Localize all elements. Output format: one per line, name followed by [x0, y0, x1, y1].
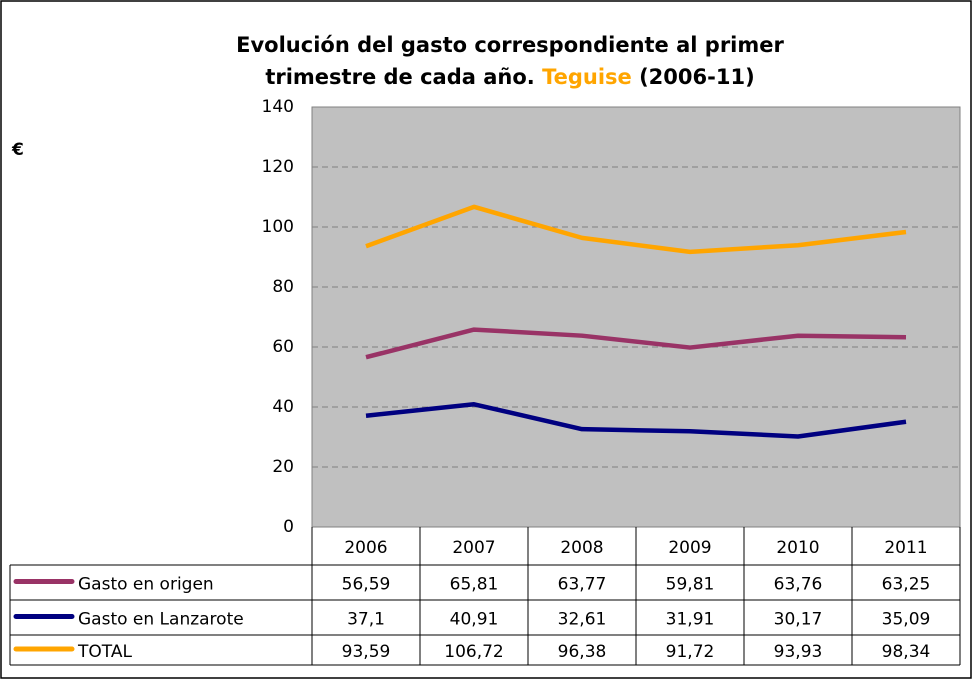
chart-title-highlight: Teguise	[542, 65, 632, 89]
y-tick-label: 140	[262, 97, 294, 117]
x-tick-label: 2010	[776, 538, 819, 558]
plot-area	[311, 106, 961, 528]
table-value: 93,59	[342, 642, 391, 662]
table-value: 37,1	[347, 610, 385, 630]
x-tick-label: 2011	[884, 538, 927, 558]
x-tick-label: 2006	[344, 538, 387, 558]
table-value: 65,81	[450, 575, 499, 595]
legend-label: Gasto en Lanzarote	[78, 610, 244, 630]
x-tick-label: 2009	[668, 538, 711, 558]
table-value: 96,38	[558, 642, 607, 662]
table-value: 63,25	[882, 575, 931, 595]
line-series	[365, 327, 907, 360]
x-tick-label: 2008	[560, 538, 603, 558]
table-value: 63,77	[558, 575, 607, 595]
table-value: 40,91	[450, 610, 499, 630]
y-tick-label: 0	[283, 517, 294, 537]
legend-label: Gasto en origen	[78, 575, 214, 595]
chart-title: (2006-11)	[639, 65, 755, 89]
table-value: 59,81	[666, 575, 715, 595]
table-value: 91,72	[666, 642, 715, 662]
legend-label: TOTAL	[77, 642, 132, 662]
table-value: 35,09	[882, 610, 931, 630]
y-tick-label: 20	[272, 457, 294, 477]
chart-title: Evolución del gasto correspondiente al p…	[236, 33, 784, 57]
y-tick-label: 120	[262, 157, 294, 177]
y-tick-label: 100	[262, 217, 294, 237]
table-value: 32,61	[558, 610, 607, 630]
table-value: 98,34	[882, 642, 931, 662]
y-tick-label: 60	[272, 337, 294, 357]
table-value: 30,17	[774, 610, 823, 630]
chart-title: trimestre de cada año. Teguise (2006-11)	[265, 65, 754, 89]
y-tick-label: 80	[272, 277, 294, 297]
x-tick-label: 2007	[452, 538, 495, 558]
y-axis-label: €	[11, 140, 24, 160]
line-series	[365, 204, 907, 255]
chart-title: trimestre de cada año.	[265, 65, 534, 89]
line-series	[365, 402, 907, 439]
y-tick-label: 40	[272, 397, 294, 417]
table-value: 31,91	[666, 610, 715, 630]
table-value: 93,93	[774, 642, 823, 662]
table-value: 63,76	[774, 575, 823, 595]
table-value: 106,72	[444, 642, 503, 662]
table-value: 56,59	[342, 575, 391, 595]
